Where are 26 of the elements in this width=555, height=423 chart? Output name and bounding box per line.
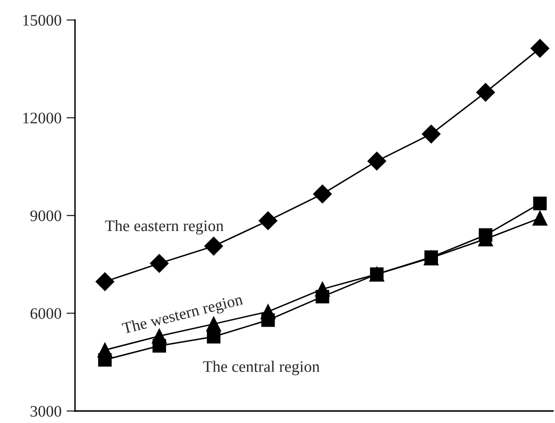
text: The western region	[122, 293, 244, 338]
point	[476, 82, 495, 102]
point	[422, 124, 441, 144]
y-tick-label: 9000	[30, 210, 62, 222]
point	[96, 272, 114, 292]
point	[532, 210, 548, 226]
point	[478, 228, 492, 242]
point	[367, 152, 386, 170]
y-tick-label: 6000	[30, 308, 62, 319]
point	[530, 38, 550, 58]
y-tick-label: 3000	[30, 406, 62, 417]
point	[533, 196, 547, 210]
point	[370, 267, 384, 281]
series-label: The central region	[203, 360, 320, 376]
point	[206, 330, 220, 344]
point	[150, 254, 169, 273]
point	[313, 184, 332, 204]
point	[261, 313, 275, 327]
series-label: The eastern region	[105, 220, 224, 234]
y-tick-label: 15000	[23, 14, 62, 26]
y-tick-label: 12000	[23, 112, 62, 124]
point	[258, 211, 278, 230]
point	[316, 290, 330, 304]
point	[204, 236, 224, 256]
point	[152, 339, 166, 353]
point	[98, 353, 112, 367]
